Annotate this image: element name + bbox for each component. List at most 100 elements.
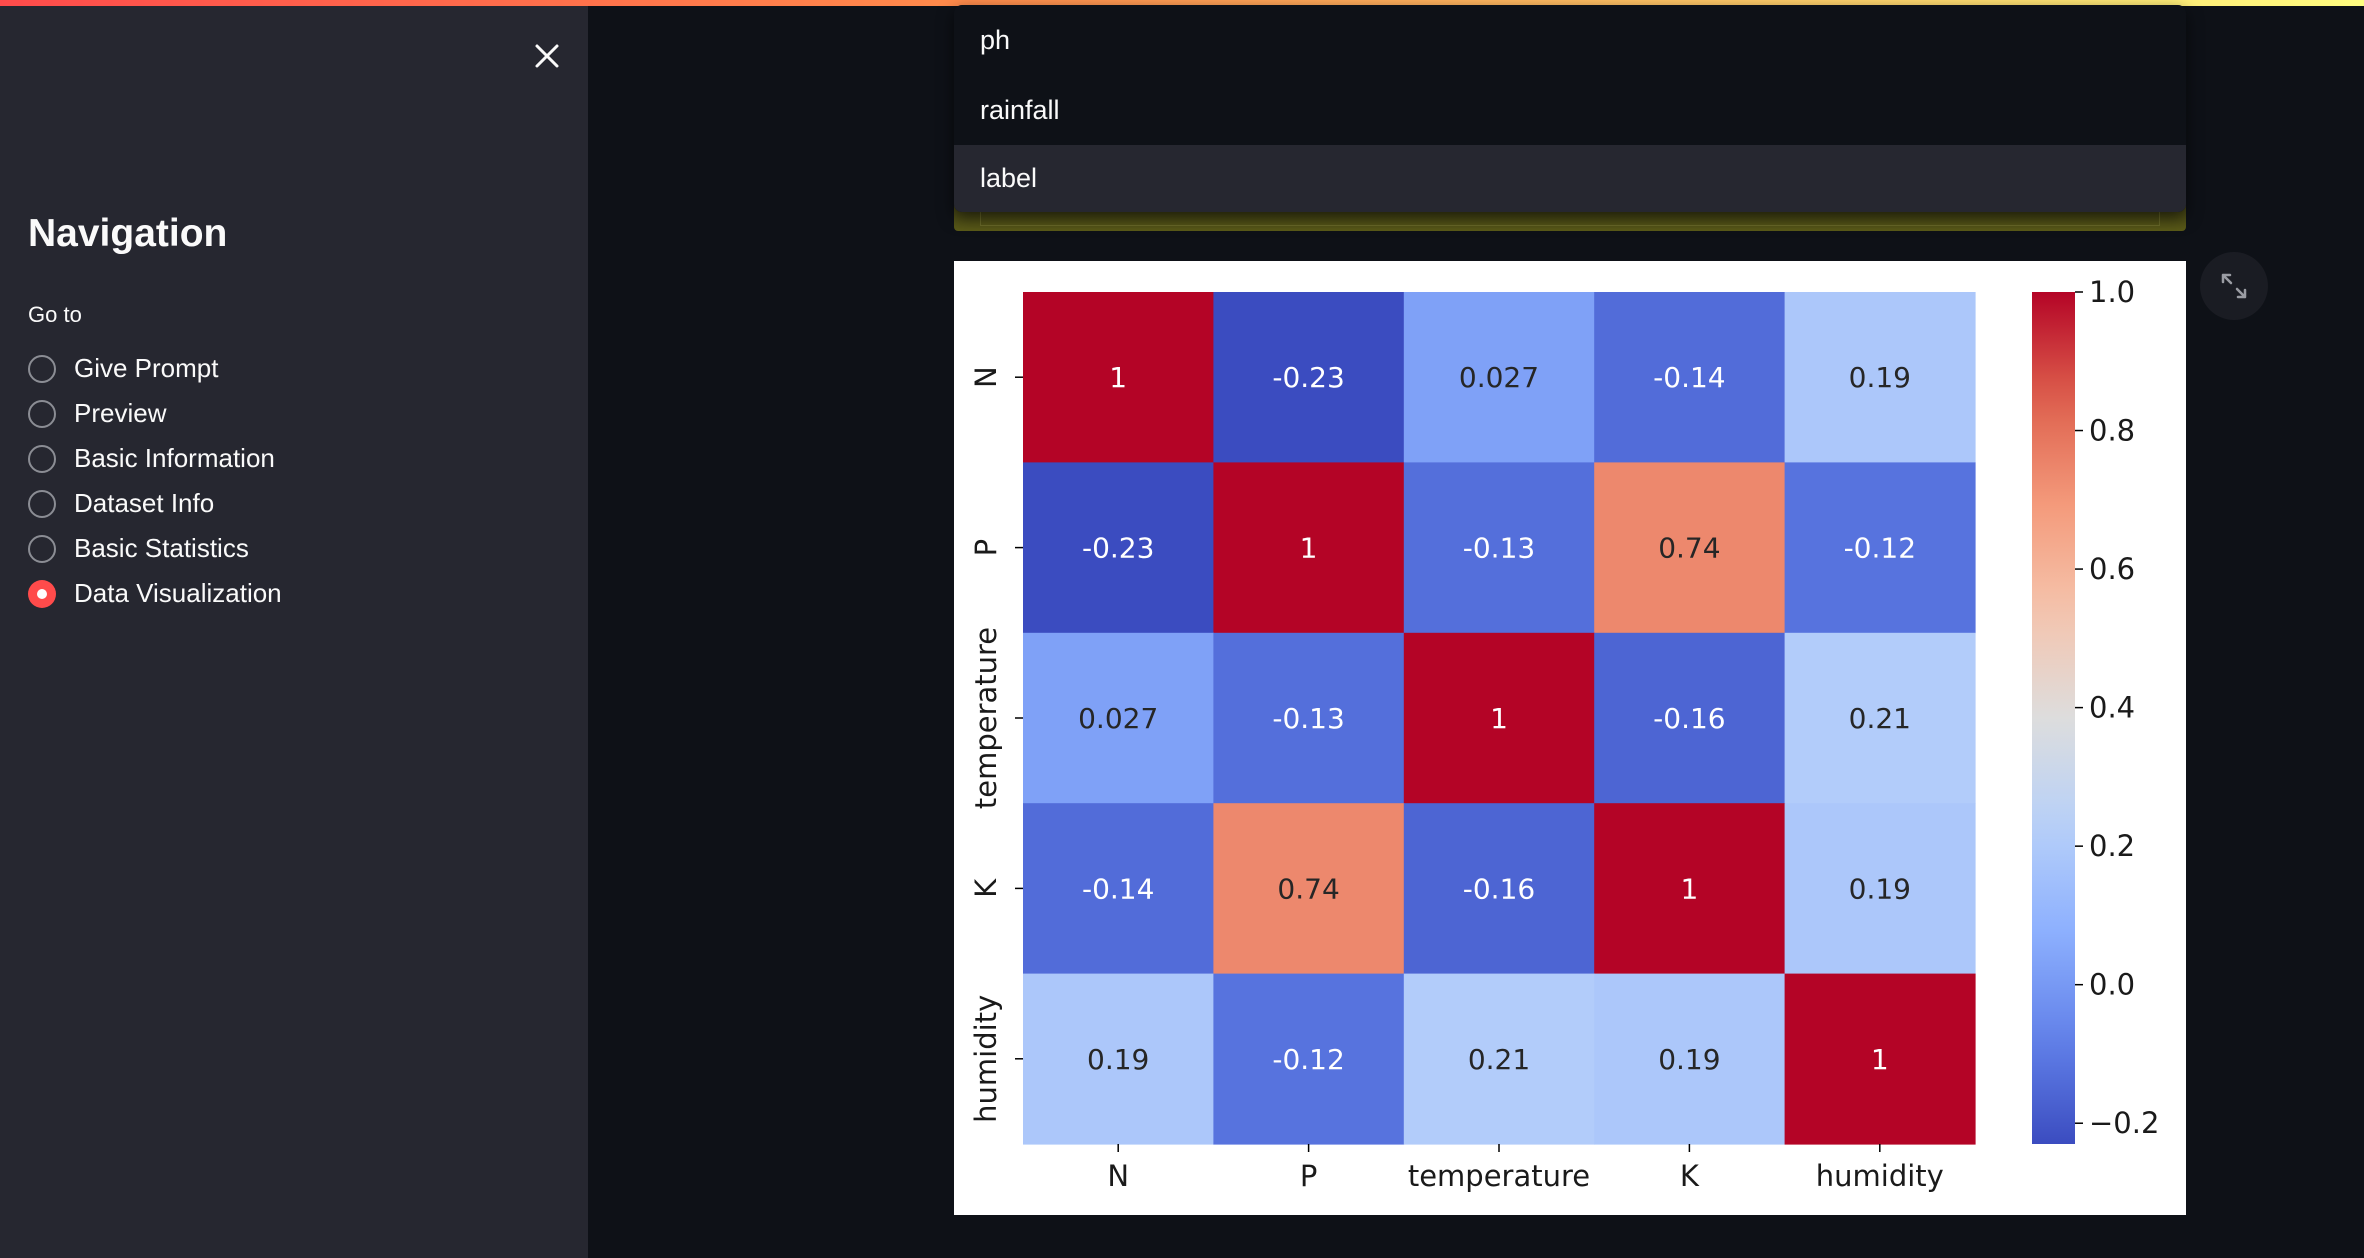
colorbar-tick-label: 0.8 — [2089, 414, 2135, 448]
heatmap-cell-label: 1 — [1680, 872, 1698, 905]
heatmap-cell-label: -0.12 — [1844, 532, 1916, 565]
heatmap-cell-label: 0.027 — [1078, 702, 1158, 735]
y-tick-label: P — [969, 539, 1003, 557]
nav-option-label: Give Prompt — [74, 353, 219, 383]
dropdown-option-rainfall[interactable]: rainfall — [980, 94, 1060, 125]
x-tick-label: N — [1107, 1159, 1129, 1193]
heatmap-cell-label: 0.027 — [1459, 361, 1539, 394]
radio-button[interactable] — [28, 489, 56, 518]
nav-option-basic-information[interactable]: Basic Information — [28, 436, 282, 481]
nav-option-preview[interactable]: Preview — [28, 391, 282, 436]
x-tick-label: P — [1300, 1159, 1318, 1193]
nav-option-label: Preview — [74, 398, 167, 428]
heatmap-cell — [1213, 462, 1405, 634]
heatmap-cell — [1594, 973, 1786, 1145]
heatmap-cell — [1023, 632, 1214, 804]
dropdown-option-label[interactable]: label — [954, 145, 2186, 212]
heatmap-cell — [1784, 973, 1976, 1145]
radio-group-label: Go to — [28, 302, 82, 327]
sidebar: Navigation Go to Give Prompt Preview Bas… — [0, 6, 588, 1258]
heatmap-cell-label: 1 — [1490, 702, 1508, 735]
heatmap-cell-label: -0.13 — [1272, 702, 1344, 735]
heatmap-cell-label: 0.19 — [1849, 872, 1911, 905]
heatmap-cell — [1784, 632, 1976, 804]
colorbar — [2032, 292, 2075, 1144]
heatmap-cell — [1023, 973, 1214, 1145]
x-tick-label: temperature — [1408, 1159, 1590, 1193]
nav-option-label: Basic Statistics — [74, 533, 249, 563]
heatmap-cell-label: 0.19 — [1658, 1043, 1720, 1076]
nav-option-label: Data Visualization — [74, 578, 282, 608]
heatmap-cell-label: -0.13 — [1463, 532, 1535, 565]
radio-button[interactable] — [28, 354, 56, 383]
heatmap-cell-label: 0.19 — [1849, 361, 1911, 394]
colorbar-tick-label: 0.0 — [2089, 968, 2135, 1002]
heatmap-cell — [1213, 973, 1405, 1145]
heatmap-cell — [1403, 292, 1595, 463]
heatmap-cell — [1213, 632, 1405, 804]
heatmap-svg: 1 -0.23 0.027 -0.14 0.19 -0.23 1 -0.13 0.74 -0.12… — [969, 275, 2159, 1193]
nav-option-give-prompt[interactable]: Give Prompt — [28, 346, 282, 391]
heatmap-cell-label: 0.21 — [1849, 702, 1911, 735]
heatmap-cell-label: 1 — [1871, 1043, 1889, 1076]
heatmap-cell — [1784, 803, 1976, 975]
nav-option-label: Basic Information — [74, 443, 275, 473]
heatmap-cell — [1594, 803, 1786, 975]
heatmap-cell — [1213, 292, 1405, 463]
radio-button[interactable] — [28, 444, 56, 473]
heatmap-cell-label: 0.19 — [1087, 1043, 1149, 1076]
heatmap-cell — [1023, 462, 1214, 634]
top-decoration-bar — [0, 0, 2364, 6]
nav-option-label: Dataset Info — [74, 488, 215, 518]
heatmap-cell — [1784, 292, 1976, 463]
nav-option-data-visualization[interactable]: Data Visualization — [28, 571, 282, 616]
x-tick-label: K — [1680, 1159, 1700, 1193]
heatmap-cell — [1784, 462, 1976, 634]
heatmap-cell — [1023, 292, 1214, 463]
heatmap-cell-label: 0.21 — [1468, 1043, 1530, 1076]
heatmap-cell-label: -0.16 — [1463, 872, 1535, 905]
heatmap-cell — [1403, 803, 1595, 975]
colorbar-tick-label: 0.2 — [2089, 829, 2135, 863]
colorbar-tick-label: 0.6 — [2089, 552, 2135, 586]
heatmap-cell — [1594, 292, 1786, 463]
heatmap-cell-label: 0.74 — [1277, 872, 1339, 905]
correlation-heatmap-figure: 1 -0.23 0.027 -0.14 0.19 -0.23 1 -0.13 0.74 -0.12… — [954, 261, 2186, 1215]
heatmap-cell-label: -0.23 — [1082, 532, 1154, 565]
heatmap-cell-label: -0.23 — [1272, 361, 1344, 394]
close-icon — [535, 44, 559, 68]
heatmap-cell-label: 1 — [1300, 532, 1318, 565]
heatmap-cell — [1594, 462, 1786, 634]
heatmap-cell — [1023, 803, 1214, 975]
heatmap-cell — [1403, 973, 1595, 1145]
heatmap-cell — [1594, 632, 1786, 804]
heatmap-cell-label: 1 — [1109, 361, 1127, 394]
column-dropdown-menu: ph rainfall label — [954, 5, 2186, 212]
nav-option-basic-statistics[interactable]: Basic Statistics — [28, 526, 282, 571]
colorbar-tick-label: −0.2 — [2089, 1106, 2159, 1140]
heatmap-cell-label: -0.14 — [1653, 361, 1725, 394]
radio-button-selected[interactable] — [28, 579, 56, 608]
dropdown-option-ph[interactable]: ph — [980, 24, 1011, 55]
y-tick-label: humidity — [969, 995, 1003, 1123]
y-tick-label: K — [969, 878, 1003, 898]
colorbar-tick-label: 0.4 — [2089, 691, 2135, 725]
nav-radio-group: Give Prompt Preview Basic Information Da… — [28, 346, 282, 616]
fullscreen-button[interactable] — [2200, 252, 2268, 320]
x-tick-label: humidity — [1816, 1159, 1944, 1193]
heatmap-cell — [1213, 803, 1405, 975]
colorbar-tick-label: 1.0 — [2089, 275, 2135, 309]
sidebar-title: Navigation — [28, 212, 228, 255]
heatmap-cell-label: -0.12 — [1272, 1043, 1344, 1076]
heatmap-cell — [1403, 632, 1595, 804]
heatmap-cell-label: -0.14 — [1082, 872, 1154, 905]
radio-button[interactable] — [28, 399, 56, 428]
radio-button[interactable] — [28, 534, 56, 563]
nav-option-dataset-info[interactable]: Dataset Info — [28, 481, 282, 526]
close-sidebar-button[interactable] — [527, 36, 567, 76]
heatmap-cell-label: 0.74 — [1658, 532, 1720, 565]
heatmap-cell — [1403, 462, 1595, 634]
heatmap-cell-label: -0.16 — [1653, 702, 1725, 735]
y-tick-label: temperature — [969, 627, 1003, 809]
expand-icon — [2221, 273, 2247, 299]
